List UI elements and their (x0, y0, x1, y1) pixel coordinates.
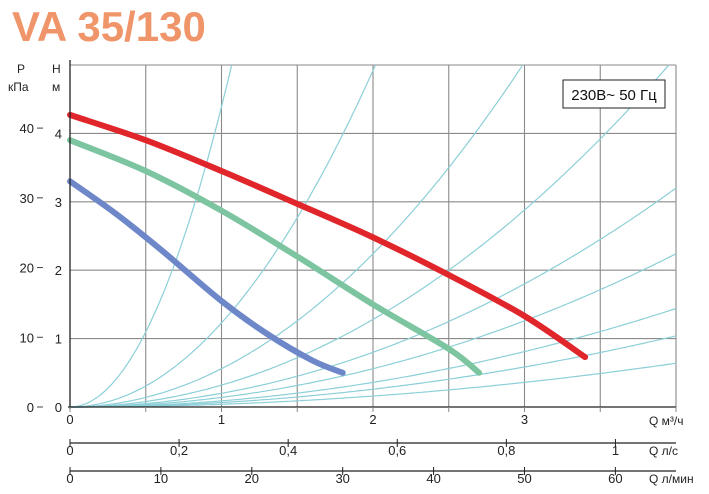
system-curve-line (70, 362, 677, 408)
y-head-tick-label: 4 (55, 126, 62, 141)
pump-curves (67, 111, 589, 376)
pump-curve-1 (67, 111, 589, 361)
x-tick-label-lmin: 0 (66, 471, 73, 486)
system-curve-line (70, 64, 377, 408)
x-tick-label-m3h: 1 (218, 412, 225, 427)
y-pressure-tick-label: 0 (27, 400, 34, 415)
system-curve-line (70, 64, 670, 408)
y-head-tick-label: 2 (55, 263, 62, 278)
x-tick-label-m3h: 3 (521, 412, 528, 427)
x-axis-label-lmin: Q л/мин (649, 472, 694, 486)
y-head-tick-label: 0 (55, 400, 62, 415)
y-head-tick-label: 3 (55, 195, 62, 210)
x-tick-label-m3h: 2 (369, 412, 376, 427)
x-tick-label-ls: 0 (66, 443, 73, 458)
system-curve-line (70, 64, 524, 408)
system-curve-line (70, 253, 677, 408)
supply-badge: 230В~ 50 Гц (562, 79, 666, 109)
x-tick-label-lmin: 60 (608, 471, 622, 486)
y-right-unit: м (52, 80, 60, 94)
x-tick-label-ls: 0,8 (497, 443, 515, 458)
system-curve-line (70, 335, 677, 408)
x-tick-label-m3h: 0 (66, 412, 73, 427)
y-head-tick-label: 1 (55, 332, 62, 347)
grid (70, 64, 677, 407)
y-pressure-tick-label: 10 (20, 330, 34, 345)
x-tick-label-lmin: 50 (517, 471, 531, 486)
x-tick-label-lmin: 20 (245, 471, 259, 486)
x-tick-label-lmin: 30 (335, 471, 349, 486)
pump-curve-2 (67, 137, 483, 376)
supply-label: 230В~ 50 Гц (571, 87, 657, 104)
x-tick-label-lmin: 40 (426, 471, 440, 486)
x-tick-label-ls: 0,2 (170, 443, 188, 458)
y-pressure-tick-label: 20 (20, 261, 34, 276)
system-curve-line (70, 307, 677, 408)
x-tick-label-ls: 1 (612, 443, 619, 458)
y-left-unit: кПа (8, 80, 29, 94)
x-tick-label-lmin: 10 (154, 471, 168, 486)
x-axis-label-ls: Q л/с (649, 444, 678, 458)
system-curve-line (70, 187, 677, 408)
chart-title: VA 35/130 (12, 3, 206, 50)
y-pressure-tick-label: 30 (20, 191, 34, 206)
y-pressure-tick-label: 40 (20, 121, 34, 136)
y-left-symbol: P (17, 62, 25, 76)
pump-curve-3 (67, 178, 346, 376)
x-tick-label-ls: 0,6 (388, 443, 406, 458)
system-curve-line (69, 64, 233, 408)
x-tick-label-ls: 0,4 (279, 443, 297, 458)
y-right-symbol: H (52, 62, 61, 76)
x-axis-label-m3h: Q м³/ч (649, 414, 684, 428)
